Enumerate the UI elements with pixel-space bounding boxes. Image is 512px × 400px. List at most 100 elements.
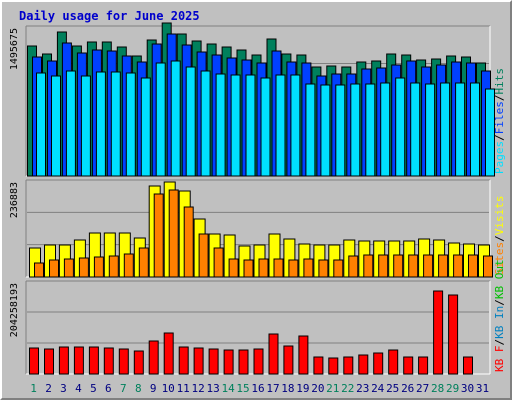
bar-sites-day-25 xyxy=(393,254,404,278)
x-tick-label: 1 xyxy=(30,382,37,395)
panel-visits: 236883 Sites/Visits xyxy=(9,179,506,278)
bar-pages-day-13 xyxy=(215,73,226,177)
bar-kb-f-day-10 xyxy=(163,332,174,375)
bar-sites-day-9 xyxy=(153,193,164,278)
bar-sites-day-12 xyxy=(198,233,209,278)
x-tick-label: 15 xyxy=(236,382,249,395)
legend-entry: Visits xyxy=(493,196,506,236)
chart-title: Daily usage for June 2025 xyxy=(19,9,200,23)
x-tick-label: 30 xyxy=(461,382,474,395)
x-tick-label: 24 xyxy=(371,382,385,395)
bar-pages-day-30 xyxy=(470,82,480,177)
bar-pages-day-9 xyxy=(155,62,166,177)
bar-sites-day-11 xyxy=(183,206,194,278)
bar-kb-f-day-22 xyxy=(343,356,354,375)
bar-kb-f-day-1 xyxy=(29,347,39,375)
bar-kb-f-day-11 xyxy=(178,346,189,375)
x-tick-label: 9 xyxy=(150,382,157,395)
x-tick-label: 10 xyxy=(162,382,175,395)
bar-kb-f-day-24 xyxy=(373,352,384,375)
bar-sites-day-2 xyxy=(49,259,59,278)
bar-sites-day-7 xyxy=(123,253,134,278)
bar-kb-f-day-8 xyxy=(133,350,144,375)
x-tick-label: 23 xyxy=(356,382,369,395)
bar-sites-day-29 xyxy=(453,254,464,278)
bar-pages-day-18 xyxy=(290,74,301,177)
x-tick-label: 22 xyxy=(341,382,354,395)
bar-kb-f-day-28 xyxy=(433,290,444,375)
bar-pages-day-23 xyxy=(365,83,376,177)
legend-visits: Sites/Visits xyxy=(493,196,506,276)
x-tick-label: 27 xyxy=(416,382,429,395)
bar-sites-day-30 xyxy=(468,254,478,278)
legend-entry: / xyxy=(493,235,506,242)
bar-sites-day-18 xyxy=(288,259,299,278)
legend-entry: KB F xyxy=(493,346,506,373)
bar-kb-f-day-7 xyxy=(118,348,129,375)
x-tick-label: 5 xyxy=(90,382,97,395)
bar-kb-f-day-6 xyxy=(103,347,114,375)
bar-sites-day-17 xyxy=(273,258,284,278)
legend-entry: / xyxy=(493,299,506,306)
bar-sites-day-28 xyxy=(438,254,449,278)
x-tick-label: 13 xyxy=(206,382,219,395)
bar-kb-f-day-5 xyxy=(88,346,99,375)
bar-pages-day-22 xyxy=(350,83,361,177)
y-max-label: 236883 xyxy=(9,182,20,218)
x-axis-labels: 1 2 3 4 5 6 7 8 9 10 11 12 13 14 15 16 17 18 19 20 21 22 23 24 2… xyxy=(30,382,489,395)
bar-sites-day-14 xyxy=(228,258,239,278)
bar-pages-day-27 xyxy=(425,83,436,177)
x-tick-label: 21 xyxy=(326,382,339,395)
bar-kb-f-day-21 xyxy=(328,357,339,375)
x-tick-label: 7 xyxy=(120,382,127,395)
bar-pages-day-28 xyxy=(440,82,451,177)
bar-pages-day-11 xyxy=(185,66,196,177)
bar-sites-day-24 xyxy=(378,254,389,278)
bar-sites-day-6 xyxy=(108,255,119,278)
legend-entry: Hits xyxy=(493,68,506,95)
bar-pages-day-16 xyxy=(260,77,271,177)
bar-kb-f-day-18 xyxy=(283,345,294,375)
bar-sites-day-27 xyxy=(423,254,434,278)
bar-pages-day-2 xyxy=(51,75,61,177)
bar-pages-day-5 xyxy=(95,71,106,177)
bar-kb-f-day-29 xyxy=(448,294,459,375)
x-tick-label: 11 xyxy=(177,382,190,395)
bar-sites-day-31 xyxy=(483,255,493,278)
bar-pages-day-8 xyxy=(140,77,151,177)
bar-pages-day-14 xyxy=(230,74,241,177)
legend-entry: / xyxy=(493,339,506,346)
x-tick-label: 2 xyxy=(45,382,52,395)
x-tick-label: 29 xyxy=(446,382,459,395)
legend-kbytes: KB F/KB In/KB Out xyxy=(493,259,506,372)
bar-pages-day-24 xyxy=(380,82,391,177)
bar-pages-day-10 xyxy=(170,60,181,177)
bar-sites-day-13 xyxy=(213,247,224,278)
bar-pages-day-21 xyxy=(335,84,346,177)
bar-pages-day-20 xyxy=(320,84,331,177)
bar-kb-f-day-2 xyxy=(44,348,54,375)
bar-kb-f-day-14 xyxy=(223,349,234,375)
bar-pages-day-7 xyxy=(125,72,136,177)
legend-entry: KB In xyxy=(493,306,506,339)
x-tick-label: 14 xyxy=(221,382,235,395)
bar-pages-day-3 xyxy=(65,70,76,177)
x-tick-label: 8 xyxy=(135,382,142,395)
legend-entry: / xyxy=(493,95,506,102)
legend-entry: / xyxy=(493,134,506,141)
bar-kb-f-day-20 xyxy=(313,356,324,375)
bar-kb-f-day-23 xyxy=(358,354,369,375)
bar-sites-day-21 xyxy=(333,259,344,278)
x-tick-label: 3 xyxy=(60,382,67,395)
bar-pages-day-26 xyxy=(410,82,421,177)
x-tick-label: 4 xyxy=(75,382,82,395)
bar-pages-day-17 xyxy=(275,74,286,177)
x-tick-label: 20 xyxy=(311,382,324,395)
x-tick-label: 16 xyxy=(251,382,264,395)
bar-sites-day-4 xyxy=(78,257,89,278)
x-tick-label: 31 xyxy=(476,382,489,395)
bar-pages-day-25 xyxy=(395,77,406,177)
